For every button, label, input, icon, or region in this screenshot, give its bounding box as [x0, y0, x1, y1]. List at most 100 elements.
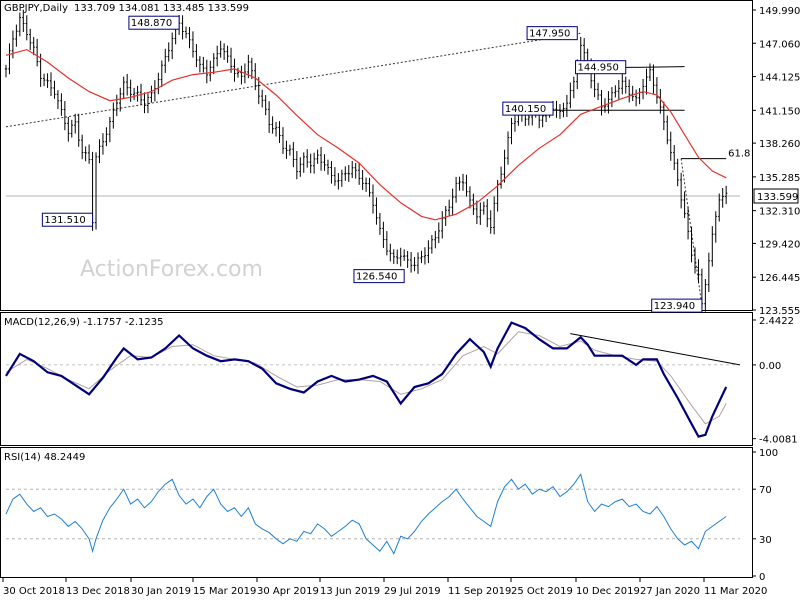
price-candle [108, 116, 112, 143]
price-candle [70, 119, 73, 138]
y-tick-label: 147.060 [759, 39, 800, 50]
price-candle [323, 154, 326, 171]
price-candle [565, 94, 569, 118]
price-candle [170, 32, 174, 60]
price-candle [42, 73, 46, 87]
price-candle [614, 85, 617, 98]
price-candle [492, 196, 496, 235]
macd-trendline [570, 333, 741, 366]
price-label-box: 123.940 [651, 298, 703, 313]
price-candle [4, 64, 8, 78]
price-candle [351, 161, 354, 179]
x-tick-label: 11 Mar 2020 [704, 586, 767, 597]
price-label-text: 144.950 [578, 63, 619, 74]
price-candle [392, 249, 395, 264]
price-candle [721, 187, 724, 208]
price-candle [409, 251, 413, 273]
price-candle [67, 116, 70, 142]
price-label-box: 126.540 [353, 269, 405, 284]
price-candle [596, 82, 600, 101]
price-candle [375, 197, 378, 225]
price-candle [406, 250, 409, 268]
price-candle [628, 79, 631, 103]
price-candle [447, 199, 451, 216]
price-candle [94, 152, 98, 230]
price-label-frame [526, 26, 578, 41]
price-candle [299, 157, 302, 177]
price-candle [617, 79, 621, 100]
price-label-text: 147.950 [529, 29, 570, 40]
macd-pane-title: MACD(12,26,9) -1.1757 -2.1235 [4, 317, 164, 328]
x-tick-label: 13 Dec 2018 [66, 586, 130, 597]
price-candle [337, 173, 340, 190]
price-label-box: 140.150 [502, 101, 554, 116]
y-tick-label: 2.4422 [759, 316, 794, 327]
y-tick-label: 100 [759, 448, 778, 459]
price-candle [683, 191, 686, 219]
price-candle [707, 252, 711, 292]
price-candle [558, 104, 562, 119]
price-candle [264, 95, 267, 116]
price-candle [222, 43, 226, 60]
price-candle [122, 76, 125, 99]
price-candle [385, 231, 389, 256]
rsi-pane-frame [0, 447, 753, 578]
price-candle [416, 252, 420, 274]
price-candle [215, 45, 219, 67]
price-candle [22, 9, 25, 33]
price-candle [634, 89, 638, 107]
y-tick-label: 126.445 [759, 273, 800, 284]
price-candle [53, 80, 56, 99]
price-candle [475, 200, 479, 225]
price-candle [652, 64, 655, 94]
price-candle [513, 113, 517, 132]
price-candle [240, 65, 243, 85]
price-candle [479, 202, 482, 225]
price-candle [181, 15, 184, 40]
price-candle [461, 173, 465, 191]
price-candle [195, 44, 198, 68]
price-candle [80, 134, 84, 160]
current-price-text: 133.599 [757, 192, 798, 203]
price-candle [423, 247, 427, 265]
price-label-text: 123.940 [654, 301, 695, 312]
y-tick-label: -4.0081 [759, 435, 798, 446]
price-candle [666, 115, 669, 145]
price-candle [209, 60, 212, 82]
current-price-box [753, 188, 799, 204]
price-candle [32, 36, 35, 56]
price-candle [607, 91, 610, 114]
x-tick-label: 30 Oct 2018 [3, 586, 65, 597]
price-candle [437, 222, 440, 244]
price-candle [63, 101, 67, 131]
price-candle [468, 186, 472, 209]
x-tick-label: 30 Apr 2019 [257, 586, 319, 597]
price-candle [344, 166, 347, 181]
price-label-text: 140.150 [505, 104, 546, 115]
price-candle [233, 58, 236, 82]
price-candle [427, 240, 430, 264]
price-candle [382, 221, 385, 248]
price-candle [593, 72, 596, 98]
macd-pane-frame [0, 312, 753, 446]
price-candle [119, 87, 122, 112]
y-tick-label: 70 [759, 485, 772, 496]
price-candle [271, 116, 274, 134]
price-candle [368, 177, 371, 197]
price-candle [295, 150, 299, 180]
y-tick-label: 0 [759, 572, 765, 583]
price-candle [146, 93, 150, 114]
price-candle [247, 54, 250, 79]
price-candle [441, 211, 444, 239]
price-candle [621, 73, 624, 95]
rsi-line [5, 473, 727, 555]
macd-line [5, 321, 728, 438]
price-candle [8, 43, 11, 75]
price-candle [136, 85, 139, 102]
trendline-dashed [5, 32, 581, 128]
price-candle [430, 235, 434, 254]
price-candle [326, 159, 330, 175]
price-label-box: 144.950 [575, 60, 627, 75]
price-candle [555, 100, 558, 118]
